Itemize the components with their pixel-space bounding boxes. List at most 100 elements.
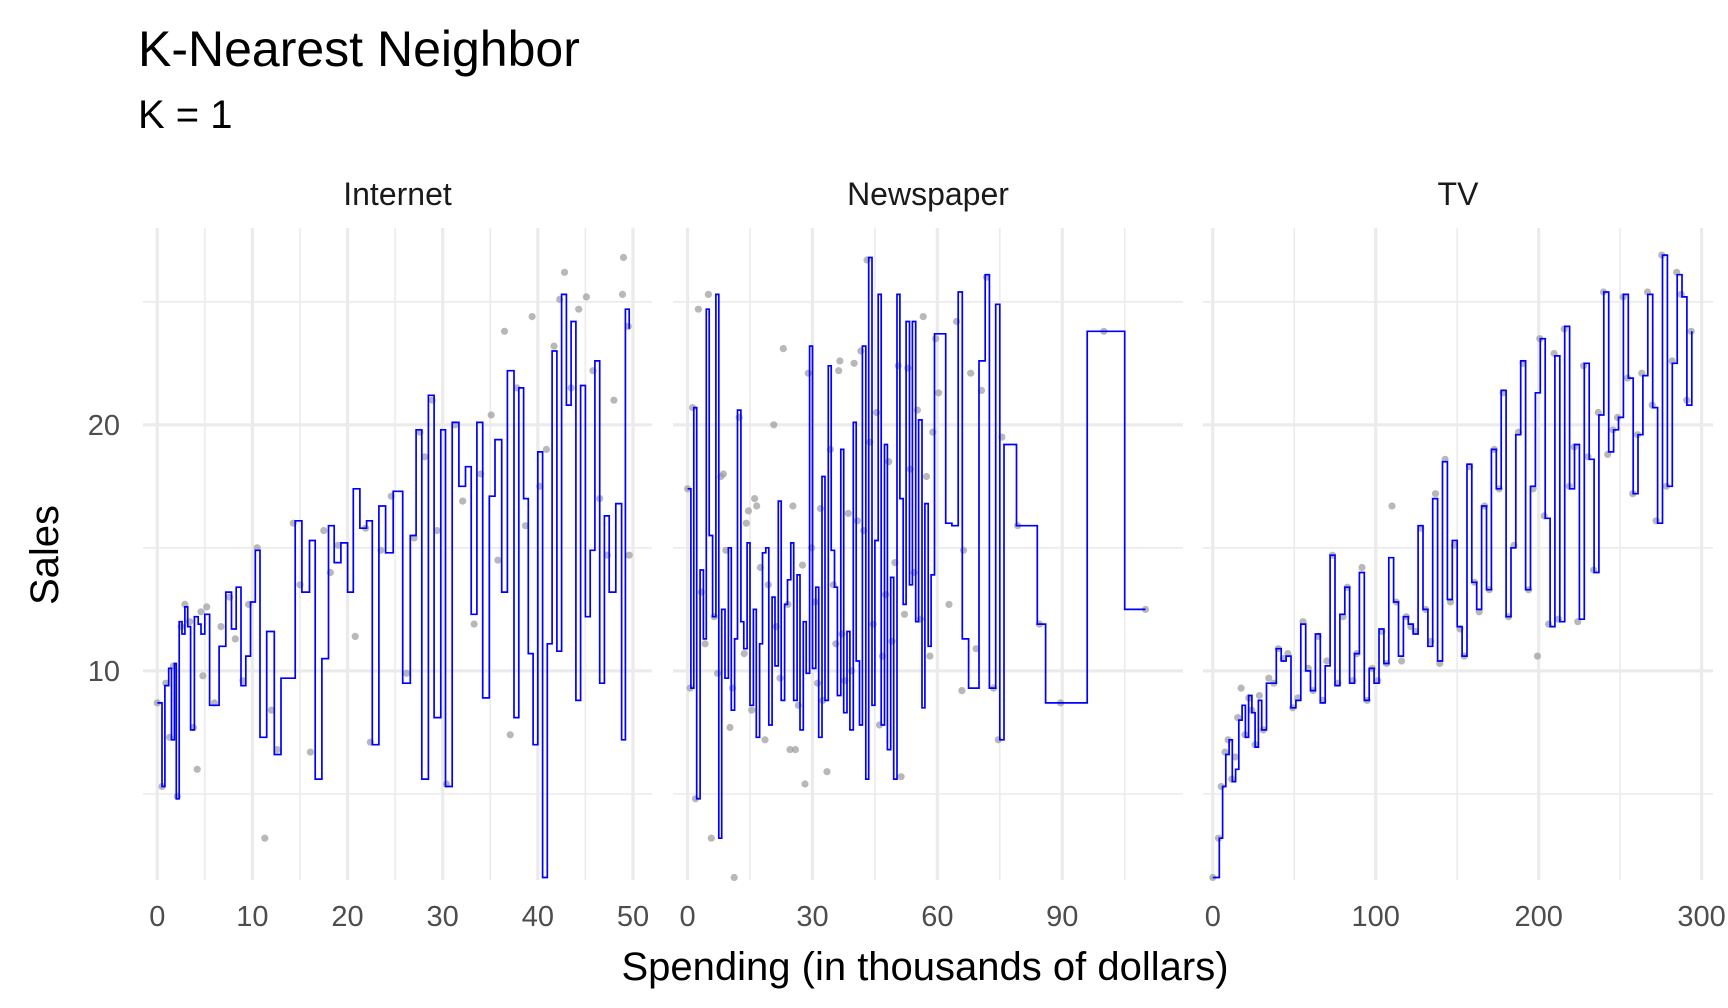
x-tick-label: 0 [1205, 901, 1221, 933]
facet-label: TV [1438, 176, 1480, 212]
data-point [730, 873, 738, 882]
data-point [719, 470, 728, 478]
data-point [217, 623, 225, 631]
data-point [494, 556, 502, 564]
data-point [197, 608, 205, 616]
data-point [748, 706, 756, 714]
data-points [684, 256, 1150, 882]
data-point [334, 541, 342, 550]
data-point [707, 834, 715, 842]
x-tick-label: 300 [1677, 901, 1725, 933]
data-point [897, 773, 905, 781]
data-point [813, 679, 822, 687]
facet-tv: 0 100 200 300 TV [1203, 176, 1726, 933]
data-point [713, 669, 722, 677]
data-point [582, 293, 591, 301]
data-point [972, 645, 980, 653]
data-point [835, 367, 843, 375]
y-axis-ticks: 10 20 [88, 410, 120, 688]
data-point [306, 748, 314, 756]
data-point [786, 746, 794, 754]
facet-newspaper: 0 30 60 90 Newspaper [673, 176, 1183, 933]
data-point [832, 640, 840, 648]
data-point [873, 408, 881, 417]
data-point [836, 357, 844, 365]
data-point [506, 731, 514, 739]
data-point [1358, 563, 1366, 572]
data-point [433, 527, 441, 535]
data-point [618, 290, 627, 298]
data-point [869, 620, 877, 628]
data-point [816, 504, 825, 513]
data-point [753, 502, 761, 510]
data-point [776, 674, 784, 682]
data-point [320, 527, 328, 535]
data-point [199, 672, 207, 680]
data-point [1255, 691, 1263, 700]
chart-subtitle: K = 1 [138, 93, 233, 137]
data-point [575, 305, 583, 313]
facet-label: Internet [343, 176, 452, 212]
data-point [770, 421, 778, 429]
data-point [704, 290, 713, 298]
data-point [740, 650, 748, 658]
x-tick-label: 90 [1046, 901, 1078, 933]
data-point [789, 502, 797, 510]
data-point [610, 396, 618, 404]
data-point [779, 345, 787, 353]
data-point [1398, 657, 1406, 665]
data-point [1431, 490, 1440, 498]
data-point [885, 458, 893, 466]
data-point [900, 610, 909, 618]
data-point [273, 746, 281, 754]
data-point [1237, 684, 1245, 692]
knn-fit-line [157, 293, 631, 879]
data-point [351, 632, 359, 641]
x-tick-label: 200 [1514, 901, 1562, 933]
data-point [804, 369, 812, 377]
data-point [619, 253, 628, 262]
x-tick-label: 0 [149, 901, 165, 933]
data-point [521, 522, 530, 530]
data-point [560, 268, 569, 276]
data-point [402, 669, 411, 677]
data-point [823, 768, 831, 776]
data-point [261, 834, 269, 842]
data-point [798, 561, 807, 569]
x-tick-label: 50 [617, 901, 649, 933]
x-tick-label: 40 [522, 901, 554, 933]
x-tick-label: 30 [427, 901, 459, 933]
data-point [528, 313, 536, 321]
y-tick-label: 20 [88, 410, 120, 442]
y-tick-label: 10 [88, 656, 120, 688]
data-point [850, 359, 858, 367]
data-point [935, 389, 943, 397]
data-point [742, 519, 750, 527]
data-point [1231, 753, 1239, 761]
data-point [193, 765, 201, 773]
data-point [550, 342, 558, 350]
data-point [960, 546, 968, 554]
data-point [958, 687, 966, 695]
data-point [844, 509, 852, 517]
data-point [1533, 652, 1541, 660]
knn-fit-line [1212, 254, 1693, 879]
x-tick-label: 10 [236, 901, 268, 933]
data-point [1388, 502, 1396, 510]
data-point [857, 347, 865, 355]
x-axis-title: Spending (in thousands of dollars) [621, 945, 1228, 989]
knn-fit-line [687, 256, 1146, 840]
data-point [932, 335, 940, 343]
data-point [744, 507, 753, 515]
data-point [726, 723, 734, 732]
data-point [853, 517, 862, 525]
x-tick-label: 0 [680, 901, 696, 933]
data-point [761, 736, 769, 744]
data-point [542, 445, 551, 453]
data-point [153, 699, 161, 707]
x-tick-label: 100 [1352, 901, 1400, 933]
data-point [487, 411, 495, 419]
data-point [625, 551, 633, 559]
data-point [922, 472, 931, 481]
